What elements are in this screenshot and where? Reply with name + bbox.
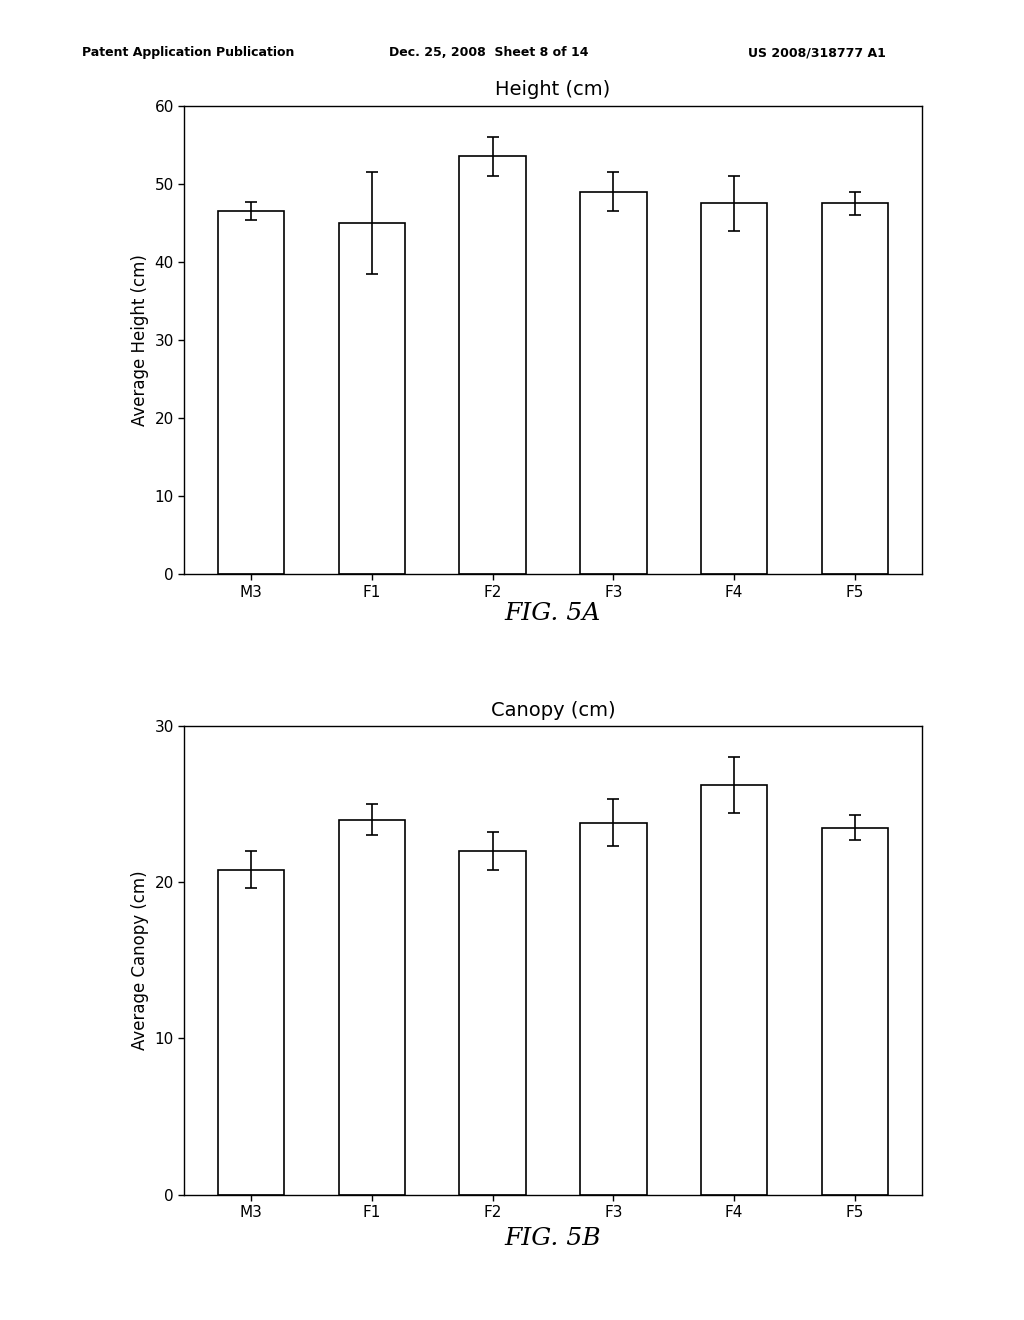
Y-axis label: Average Canopy (cm): Average Canopy (cm): [131, 870, 148, 1051]
Text: FIG. 5B: FIG. 5B: [505, 1226, 601, 1250]
Bar: [460, 156, 525, 574]
Y-axis label: Average Height (cm): Average Height (cm): [131, 253, 148, 426]
Bar: [700, 785, 767, 1195]
Text: Canopy (cm): Canopy (cm): [490, 701, 615, 719]
Bar: [339, 223, 406, 574]
Text: US 2008/318777 A1: US 2008/318777 A1: [748, 46, 886, 59]
Bar: [339, 820, 406, 1195]
Text: Height (cm): Height (cm): [496, 81, 610, 99]
Bar: [700, 203, 767, 574]
Bar: [218, 211, 285, 574]
Bar: [821, 203, 888, 574]
Bar: [581, 191, 646, 574]
Bar: [581, 822, 646, 1195]
Bar: [460, 851, 525, 1195]
Text: Dec. 25, 2008  Sheet 8 of 14: Dec. 25, 2008 Sheet 8 of 14: [389, 46, 589, 59]
Text: FIG. 5A: FIG. 5A: [505, 602, 601, 626]
Text: Patent Application Publication: Patent Application Publication: [82, 46, 294, 59]
Bar: [218, 870, 285, 1195]
Bar: [821, 828, 888, 1195]
